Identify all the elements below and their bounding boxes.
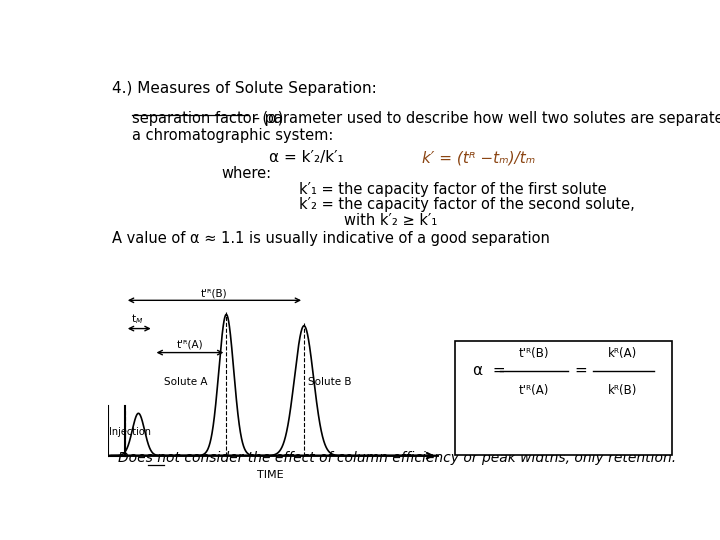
Text: α  =: α =: [473, 363, 505, 378]
Text: a chromatographic system:: a chromatographic system:: [132, 128, 333, 143]
FancyBboxPatch shape: [454, 341, 672, 455]
Text: A value of α ≈ 1.1 is usually indicative of a good separation: A value of α ≈ 1.1 is usually indicative…: [112, 231, 550, 246]
Text: kᴿ(A): kᴿ(A): [608, 347, 637, 360]
Text: TIME: TIME: [257, 470, 284, 480]
Text: 4.) Measures of Solute Separation:: 4.) Measures of Solute Separation:: [112, 82, 377, 97]
Text: k′₁ = the capacity factor of the first solute: k′₁ = the capacity factor of the first s…: [300, 182, 607, 197]
Text: – parameter used to describe how well two solutes are separated by: – parameter used to describe how well tw…: [248, 111, 720, 126]
Text: α = k′₂/k′₁: α = k′₂/k′₁: [269, 150, 343, 165]
Text: Solute B: Solute B: [308, 377, 351, 387]
Text: kᴿ(B): kᴿ(B): [608, 383, 637, 396]
Text: t'ᴿ(A): t'ᴿ(A): [176, 339, 203, 349]
Text: t'ᴿ(B): t'ᴿ(B): [201, 288, 228, 298]
Text: t'ᴿ(A): t'ᴿ(A): [518, 383, 549, 396]
Text: where:: where:: [221, 166, 271, 181]
Text: Solute A: Solute A: [164, 377, 207, 387]
Text: Injection: Injection: [109, 427, 150, 437]
Text: t'ᴿ(B): t'ᴿ(B): [518, 347, 549, 360]
Text: t$_M$: t$_M$: [132, 312, 144, 326]
Text: k′₂ = the capacity factor of the second solute,: k′₂ = the capacity factor of the second …: [300, 198, 635, 212]
Text: =: =: [574, 363, 587, 378]
Text: with k′₂ ≥ k′₁: with k′₂ ≥ k′₁: [344, 213, 437, 228]
Text: separation factor (α): separation factor (α): [132, 111, 283, 126]
Text: k′ = (tᴿ −tₘ)/tₘ: k′ = (tᴿ −tₘ)/tₘ: [422, 150, 535, 165]
Text: Does not consider the effect of column efficiency or peak widths, only retention: Does not consider the effect of column e…: [118, 451, 676, 465]
